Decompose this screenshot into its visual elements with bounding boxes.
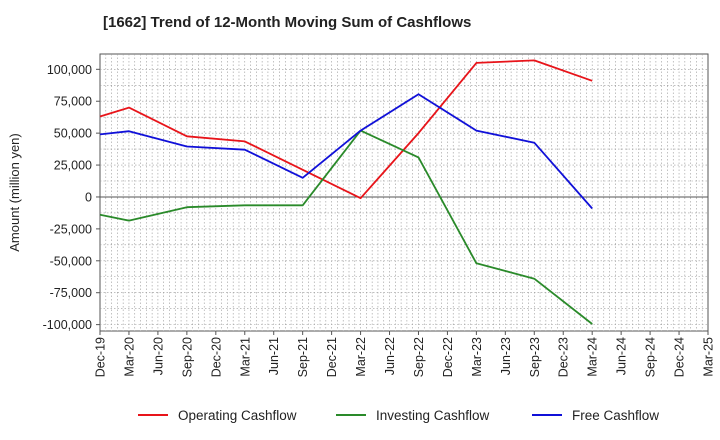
x-tick-label: Dec-19 (94, 337, 108, 377)
chart-title: [1662] Trend of 12-Month Moving Sum of C… (103, 14, 472, 31)
x-tick-label: Jun-23 (499, 337, 513, 375)
legend-label: Operating Cashflow (178, 408, 297, 423)
plot-area (99, 53, 709, 332)
y-tick-label: 100,000 (47, 63, 92, 77)
legend-label: Free Cashflow (572, 408, 659, 423)
grid (99, 53, 709, 332)
y-tick-label: -50,000 (50, 254, 92, 268)
x-tick-label: Mar-20 (122, 337, 136, 377)
x-tick-label: Jun-21 (267, 337, 281, 375)
x-tick-label: Jun-24 (615, 337, 629, 375)
x-tick-label: Mar-22 (354, 337, 368, 377)
y-tick-label: 50,000 (54, 127, 92, 141)
x-tick-label: Dec-22 (441, 337, 455, 377)
y-tick-label: 0 (85, 190, 92, 204)
x-tick-label: Mar-25 (702, 337, 716, 377)
x-tick-label: Jun-20 (151, 337, 165, 375)
x-tick-label: Sep-23 (528, 337, 542, 377)
y-tick-label: -75,000 (50, 286, 92, 300)
series-line (99, 129, 593, 325)
legend-label: Investing Cashflow (376, 408, 490, 423)
x-tick-label: Mar-24 (586, 337, 600, 377)
y-tick-label: 25,000 (54, 159, 92, 173)
series-line (99, 59, 593, 200)
x-tick-label: Sep-22 (412, 337, 426, 377)
y-axis-label: Amount (million yen) (7, 133, 22, 252)
y-tick-label: 75,000 (54, 95, 92, 109)
x-tick-label: Dec-21 (325, 337, 339, 377)
x-tick-label: Mar-23 (470, 337, 484, 377)
series-lines (99, 59, 593, 325)
x-tick-label: Sep-24 (644, 337, 658, 377)
y-tick-label: -100,000 (43, 318, 92, 332)
x-tick-label: Dec-23 (557, 337, 571, 377)
y-tick-label: -25,000 (50, 222, 92, 236)
legend: Operating Cashflow Investing Cashflow Free… (138, 408, 659, 423)
axes: -100,000 -75,000 -50,000 -25,000 0 25,000 50,0… (7, 63, 716, 377)
x-tick-label: Sep-21 (296, 337, 310, 377)
x-tick-label: Dec-24 (673, 337, 687, 377)
x-tick-label: Sep-20 (180, 337, 194, 377)
x-tick-label: Jun-22 (383, 337, 397, 375)
series-line (99, 93, 593, 210)
x-tick-label: Dec-20 (209, 337, 223, 377)
x-tick-label: Mar-21 (238, 337, 252, 377)
